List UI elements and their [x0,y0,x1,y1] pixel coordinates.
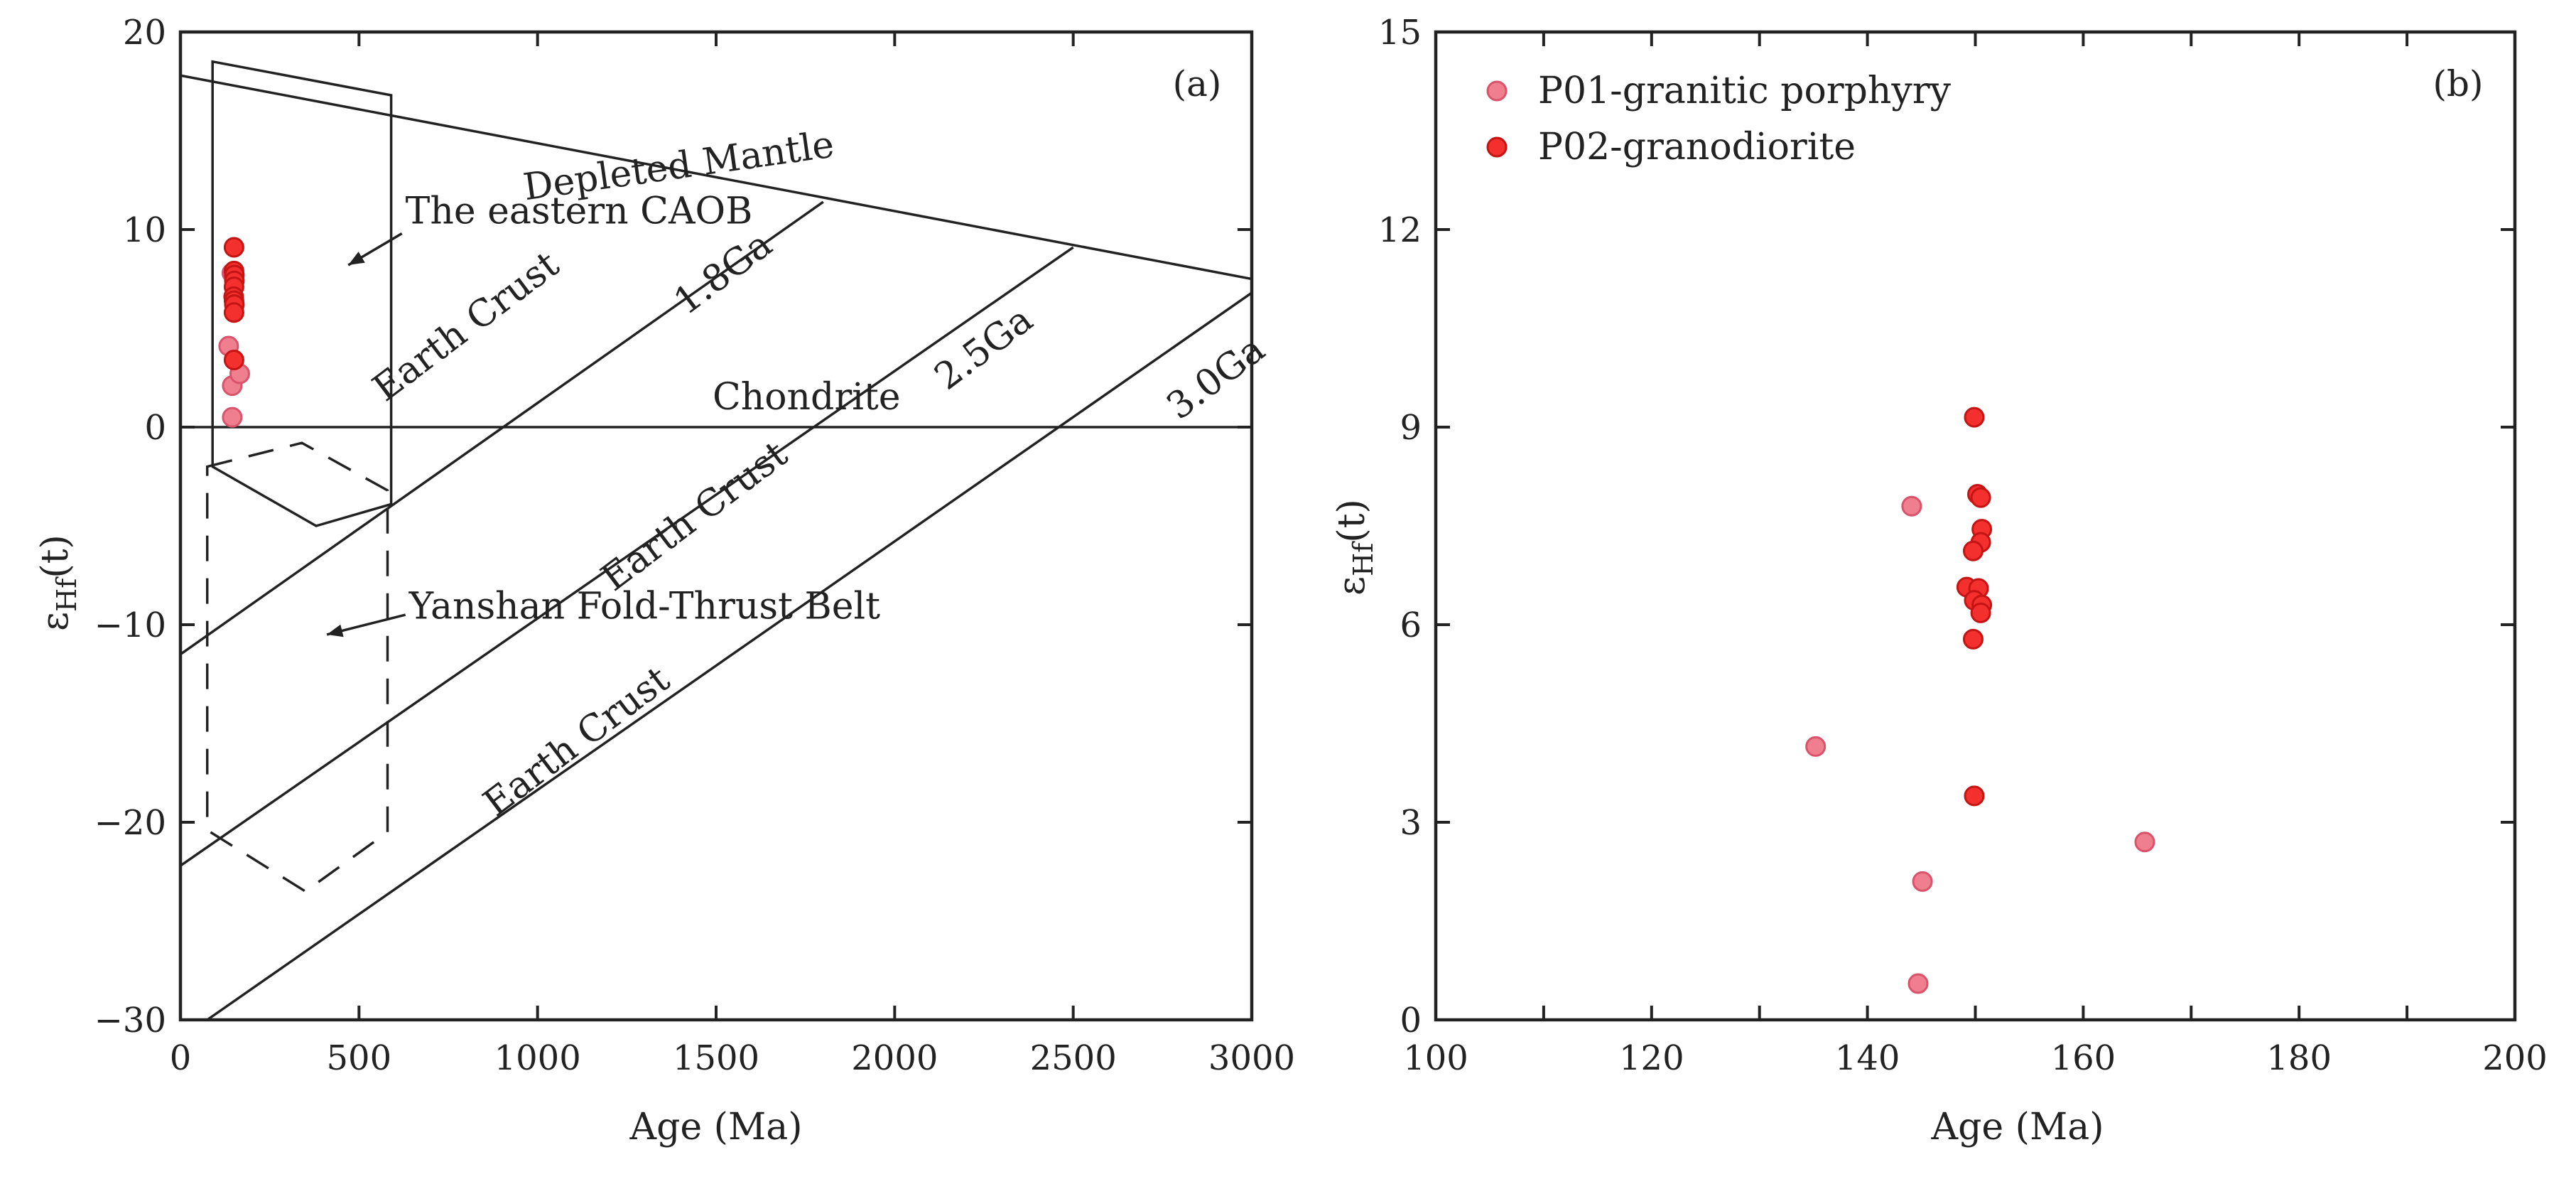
panel-a-plot-area [180,60,1252,1020]
annotation-1-8ga: 1.8Ga [666,223,780,323]
panel-b-label: (b) [2432,63,2483,104]
reference-line-depleted-mantle [180,74,1252,281]
y-tick-label: 12 [1378,210,1422,250]
data-point-p01-granitic-porphyry [1912,871,1933,892]
data-point-p02-granodiorite [1970,487,1991,508]
data-point-p01-granitic-porphyry [1907,973,1929,994]
data-point-p02-granodiorite [223,349,244,370]
panel-b-y-axis-label: εHf(t) [1331,499,1379,596]
annotation-2-5ga: 2.5Ga [927,298,1041,398]
data-point-p02-granodiorite [1970,602,1991,623]
x-tick-label: 2500 [1030,1038,1117,1078]
annotation-earth-crust: Earth Crust [594,433,796,600]
x-tick-label: 100 [1403,1038,1468,1078]
y-tick-label: 6 [1400,606,1422,645]
x-tick-label: 1000 [494,1038,581,1078]
panel-a-label: (a) [1173,63,1222,104]
y-tick-label: 10 [123,210,166,250]
panel-b-y-axis-label-sub: Hf [1348,541,1379,576]
x-tick-label: 160 [2051,1038,2116,1078]
panel-b-y-axis-label-tail: (t) [1331,499,1373,542]
field-the-eastern-caob [211,60,393,527]
data-point-p02-granodiorite [1962,628,1984,650]
legend-label-p02: P02-granodiorite [1538,126,1856,168]
reference-line-earth-crust-2-5ga [180,246,1074,867]
panel-a-y-axis-label-base: ε [34,612,77,631]
x-tick-label: 500 [327,1038,392,1078]
y-tick-label: −30 [94,1001,166,1040]
y-tick-label: 9 [1400,408,1422,448]
panel-b-legend: P01-granitic porphyry P02-granodiorite [1486,70,1952,168]
data-point-p01-granitic-porphyry [1901,495,1922,517]
annotation-earth-crust: Earth Crust [365,243,567,410]
x-tick-label: 180 [2266,1038,2332,1078]
annotation-arrowhead-yanshan-fold-thrust-belt [327,624,344,637]
data-point-p02-granodiorite [1964,407,1985,428]
x-tick-label: 0 [170,1038,192,1078]
data-point-p01-granitic-porphyry [222,407,243,428]
panel-a-x-axis-label: Age (Ma) [629,1106,803,1148]
panel-a-y-axis-label: εHf(t) [34,534,82,631]
panel-a-y-axis-label-tail: (t) [34,534,77,578]
annotation-arrowhead-the-eastern-caob [348,252,365,266]
annotation-3-0ga: 3.0Ga [1159,328,1273,428]
data-point-p02-granodiorite [1964,785,1985,807]
legend-marker-p01 [1486,80,1508,102]
x-tick-label: 3000 [1208,1038,1295,1078]
data-point-p01-granitic-porphyry [2134,832,2155,853]
annotation-chondrite: Chondrite [713,376,901,419]
data-point-p02-granodiorite [1962,540,1984,561]
y-tick-label: 20 [123,13,166,53]
annotation-earth-crust: Earth Crust [476,658,678,825]
y-tick-label: 0 [1400,1001,1422,1040]
field-yanshan-fold-thrust-belt [205,441,389,893]
y-tick-label: −10 [94,606,166,645]
reference-line-earth-crust-1-8ga [180,200,824,656]
panel-b-x-axis-label: Age (Ma) [1931,1106,2104,1148]
y-tick-label: 15 [1378,13,1422,53]
x-tick-label: 200 [2482,1038,2548,1078]
y-tick-label: −20 [94,803,166,843]
annotation-yanshan-fold-thrust-belt: Yanshan Fold-Thrust Belt [408,586,880,628]
data-point-p02-granodiorite [223,237,244,258]
reference-line-earth-crust-3-0ga [206,291,1252,1020]
panel-a-y-axis-label-sub: Hf [51,576,82,612]
x-tick-label: 2000 [851,1038,938,1078]
x-tick-label: 140 [1835,1038,1900,1078]
legend-label-p01: P01-granitic porphyry [1538,70,1952,112]
y-tick-label: 0 [144,408,166,448]
data-point-p02-granodiorite [223,302,244,323]
panel-b-y-axis-label-base: ε [1331,576,1373,596]
data-point-p01-granitic-porphyry [1805,736,1827,757]
y-tick-label: 3 [1400,803,1422,843]
legend-marker-p02 [1486,136,1508,158]
panel-b: (b) Age (Ma) εHf(t) P01-granitic porphyr… [1331,13,2548,1148]
annotation-the-eastern-caob: The eastern CAOB [406,190,753,233]
x-tick-label: 120 [1619,1038,1684,1078]
x-tick-label: 1500 [673,1038,759,1078]
